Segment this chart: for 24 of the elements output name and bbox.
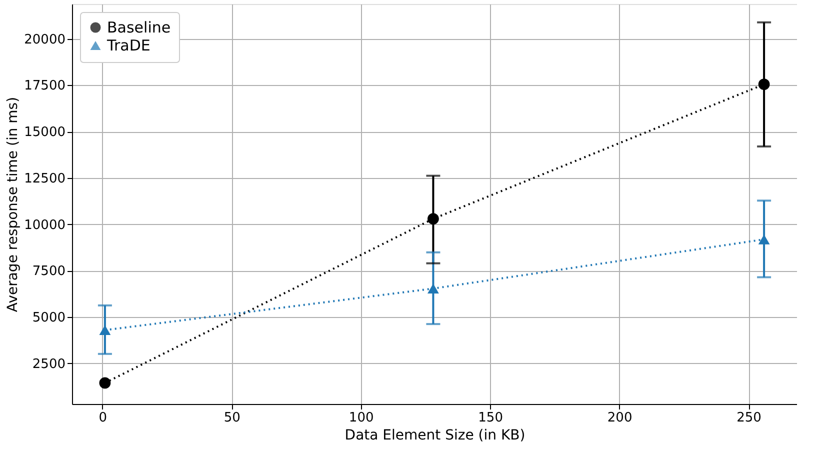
point (99, 325, 111, 336)
y-tick-label: 10000 (24, 218, 66, 233)
x-axis-title: Data Element Size (in KB) (344, 428, 526, 444)
point (99, 377, 111, 389)
x-tick-label: 100 (348, 410, 374, 426)
y-tick-label: 5000 (32, 310, 66, 326)
point (758, 234, 770, 244)
y-axis-title: Average response time (in ms) (5, 96, 22, 312)
x-tick-label: 0 (98, 410, 108, 426)
x-tick-label: 150 (478, 410, 503, 426)
y-tick-label: 20000 (24, 32, 66, 48)
point (758, 78, 770, 90)
y-tick-label: 17500 (24, 78, 66, 94)
y-tick-label: 7500 (32, 264, 66, 280)
y-tick-label: 2500 (32, 356, 66, 372)
y-tick-label: 15000 (24, 125, 66, 140)
point (428, 284, 439, 294)
x-tick-label: 50 (224, 410, 240, 426)
point (428, 213, 439, 224)
x-tick-label: 200 (607, 410, 632, 426)
legend-label: TraDE (106, 36, 150, 54)
y-tick-label: 12500 (24, 171, 66, 186)
x-tick-label: 250 (736, 410, 762, 426)
legend-label: Baseline (107, 18, 171, 36)
